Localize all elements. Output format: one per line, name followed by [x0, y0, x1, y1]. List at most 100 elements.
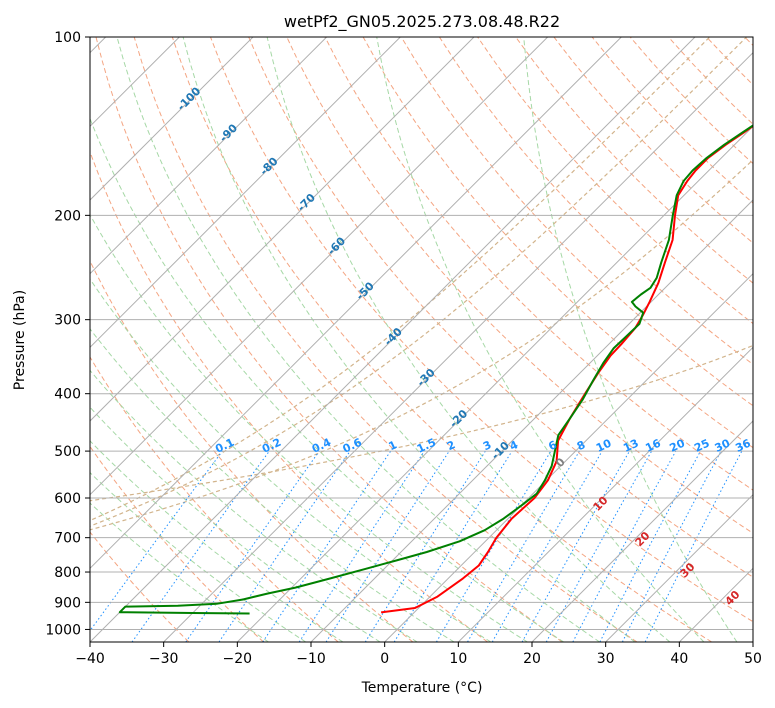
- axis-ticks: −40 −30 −20 −10 0 10 20 30 40 5010020030040050060…: [45, 30, 762, 667]
- dry-adiabat: [90, 356, 339, 642]
- dry-adiabat-label: -30: [414, 366, 437, 389]
- mixing-ratio-line: [572, 450, 677, 642]
- moist-adiabat-label: 40: [723, 588, 743, 608]
- isotherm: [90, 37, 549, 496]
- mixing-ratio-label: 0.1: [213, 436, 236, 456]
- dry-adiabat-label: -20: [447, 407, 470, 430]
- dry-adiabat: [591, 37, 753, 204]
- mixing-ratio-line: [644, 450, 743, 642]
- dry-adiabat-label: -70: [295, 191, 318, 214]
- isotherm: [384, 272, 753, 642]
- moist-adiabat-label: 30: [678, 560, 698, 580]
- y-axis-label: Pressure (hPa): [12, 290, 28, 390]
- moist-adiabat: [376, 37, 705, 642]
- isotherm: [90, 37, 475, 422]
- dry-adiabat: [95, 37, 563, 642]
- dry-adiabat: [171, 37, 712, 642]
- isotherm: [90, 37, 254, 201]
- mixing-ratio-line: [393, 450, 513, 642]
- tan-curve: [90, 344, 753, 502]
- dry-adiabat: [706, 37, 753, 86]
- mixing-ratio-label: 20: [668, 436, 688, 454]
- mixing-ratio-line: [131, 450, 270, 642]
- x-tick-label: 50: [744, 651, 762, 667]
- mixing-ratio-line: [435, 450, 552, 642]
- isotherm: [531, 420, 753, 642]
- dry-adiabat: [133, 37, 638, 642]
- isotherm: [90, 37, 328, 275]
- mixing-ratio-label: 36: [733, 436, 753, 454]
- isotherm: [752, 641, 753, 642]
- dry-adiabat: [400, 37, 753, 407]
- mixing-ratio-line: [325, 450, 450, 642]
- dry-adiabat: [90, 445, 264, 642]
- y-tick-label: 400: [54, 387, 81, 403]
- moist-adiabat: [90, 471, 306, 642]
- mixing-ratio-line: [185, 450, 320, 642]
- moist-adiabat: [90, 502, 269, 642]
- dry-adiabat: [90, 531, 190, 642]
- isotherm: [310, 199, 753, 642]
- mixing-ratio-line: [545, 450, 653, 642]
- mixing-ratio-line: [467, 450, 580, 642]
- moist-adiabat-label: 0: [553, 455, 568, 470]
- x-tick-label: 20: [523, 651, 541, 667]
- isotherm: [90, 37, 696, 642]
- moist-adiabat: [116, 37, 600, 642]
- mixing-ratio-label: 16: [643, 436, 663, 454]
- dry-adiabat: [90, 259, 414, 642]
- moist-adiabat: [523, 37, 738, 642]
- y-tick-label: 100: [54, 30, 81, 46]
- mixing-ratio-line: [218, 450, 351, 642]
- tan-curve: [90, 159, 753, 531]
- dry-adiabat-label: -80: [257, 155, 280, 178]
- isotherm: [90, 37, 622, 570]
- tan-curve: [90, 37, 748, 527]
- isotherm: [678, 567, 753, 642]
- dry-adiabat-label: -60: [325, 234, 348, 257]
- dry-adiabat: [324, 37, 753, 491]
- dry-adiabat: [362, 37, 753, 449]
- mixing-ratio-line: [90, 450, 223, 632]
- mixing-ratio-label: 25: [692, 437, 711, 455]
- y-tick-label: 600: [54, 491, 81, 507]
- x-tick-label: −20: [223, 651, 253, 667]
- mixing-ratio-line: [599, 450, 701, 642]
- tan-curve: [90, 37, 711, 522]
- y-tick-label: 700: [54, 531, 81, 547]
- dry-adiabat: [668, 37, 753, 125]
- dry-adiabat: [90, 150, 488, 642]
- y-tick-label: 800: [54, 565, 81, 581]
- x-tick-label: 40: [670, 651, 688, 667]
- sounding-traces: [118, 124, 753, 615]
- dry-adiabat-label: -90: [217, 121, 240, 144]
- y-tick-label: 900: [54, 595, 81, 611]
- isotherm: [236, 125, 753, 642]
- dry-adiabat: [438, 37, 753, 366]
- mixing-ratio-label: 0.4: [310, 436, 333, 456]
- chart-title: wetPf2_GN05.2025.273.08.48.R22: [284, 12, 560, 32]
- x-tick-label: 30: [597, 651, 615, 667]
- moist-adiabat: [90, 328, 455, 642]
- dry-adiabat: [248, 37, 753, 578]
- isotherm: [457, 346, 753, 642]
- y-tick-label: 500: [54, 444, 81, 460]
- x-tick-label: −40: [75, 651, 105, 667]
- moist-adiabat-label: 10: [591, 494, 611, 514]
- mixing-ratio-label: 30: [713, 436, 733, 454]
- x-tick-label: 0: [380, 651, 389, 667]
- moist-adiabat: [90, 213, 528, 642]
- dry-adiabat: [210, 37, 753, 623]
- y-tick-label: 1000: [45, 622, 81, 638]
- plot-frame: [89, 36, 754, 643]
- isotherm: [163, 51, 753, 642]
- sounding-line: [118, 124, 753, 615]
- line-labels: -100-90-80-70-60-50-40-30-20-100.1 0.2 0.4…: [175, 84, 753, 608]
- mixing-ratio-line: [521, 450, 630, 642]
- dry-adiabat: [515, 37, 753, 284]
- mixing-ratio-line: [298, 450, 425, 642]
- dry-adiabat-label: -40: [382, 325, 405, 348]
- mixing-ratio-line: [262, 450, 392, 642]
- x-tick-label: 10: [449, 651, 467, 667]
